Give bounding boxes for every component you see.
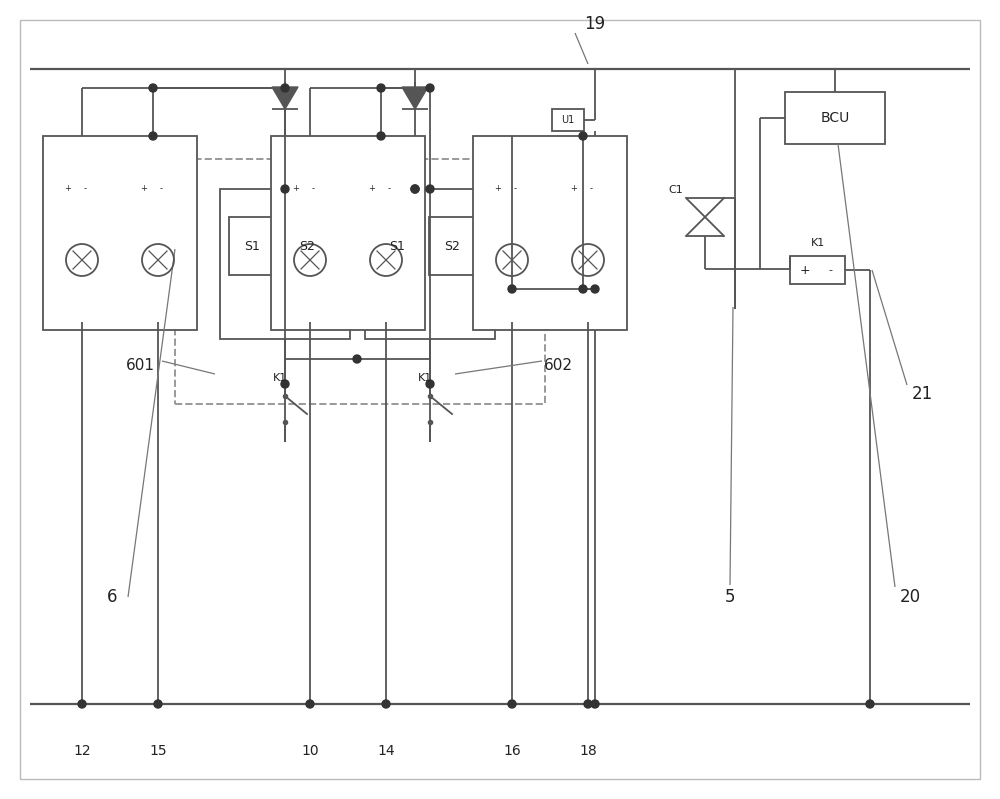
Text: -: -	[312, 184, 315, 193]
Bar	[481, 164, 543, 302]
Circle shape	[281, 380, 289, 388]
Bar	[473, 136, 627, 330]
Bar	[51, 164, 113, 302]
Circle shape	[866, 700, 874, 708]
Circle shape	[411, 185, 419, 193]
Text: S1: S1	[390, 240, 405, 252]
Text: 18: 18	[579, 744, 597, 758]
Polygon shape	[402, 87, 428, 109]
Text: 5: 5	[725, 588, 735, 606]
Bar	[365, 189, 495, 339]
Bar	[175, 159, 545, 404]
Bar	[279, 164, 341, 302]
Text: 10: 10	[301, 744, 319, 758]
Circle shape	[281, 84, 289, 92]
Circle shape	[154, 700, 162, 708]
Text: 21: 21	[911, 385, 933, 403]
Bar	[271, 136, 425, 330]
Circle shape	[382, 700, 390, 708]
Bar	[552, 109, 584, 131]
Text: +: +	[140, 184, 147, 193]
Text: BCU: BCU	[820, 111, 850, 125]
Bar	[284, 217, 331, 275]
Circle shape	[353, 355, 361, 363]
Text: +: +	[494, 184, 501, 193]
Circle shape	[591, 700, 599, 708]
Text: 14: 14	[377, 744, 395, 758]
Text: -: -	[590, 184, 593, 193]
Bar	[567, 170, 610, 207]
Text: -: -	[160, 184, 163, 193]
Bar	[374, 217, 421, 275]
Text: S2: S2	[445, 240, 460, 252]
Text: K1: K1	[810, 238, 825, 248]
Bar	[137, 170, 180, 207]
Text: 601: 601	[126, 357, 154, 372]
Circle shape	[306, 700, 314, 708]
Circle shape	[579, 285, 587, 293]
Text: C1: C1	[668, 185, 683, 195]
Bar	[790, 256, 845, 284]
Bar	[557, 164, 619, 302]
Text: 15: 15	[149, 744, 167, 758]
Circle shape	[591, 285, 599, 293]
Circle shape	[426, 185, 434, 193]
Bar	[355, 164, 417, 302]
Text: +: +	[800, 264, 811, 276]
Bar	[43, 136, 197, 330]
Bar	[127, 164, 189, 302]
Circle shape	[584, 700, 592, 708]
Circle shape	[579, 132, 587, 140]
Text: 19: 19	[584, 15, 606, 33]
Text: +: +	[570, 184, 577, 193]
Text: +: +	[64, 184, 71, 193]
Text: -: -	[388, 184, 391, 193]
Circle shape	[281, 185, 289, 193]
Text: S1: S1	[245, 240, 260, 252]
Text: -: -	[84, 184, 87, 193]
Bar	[61, 170, 104, 207]
Text: K1: K1	[273, 373, 287, 383]
Circle shape	[411, 185, 419, 193]
Circle shape	[149, 132, 157, 140]
Circle shape	[426, 84, 434, 92]
Text: K1: K1	[418, 373, 432, 383]
Circle shape	[377, 132, 385, 140]
Text: +: +	[292, 184, 299, 193]
Text: -: -	[828, 265, 832, 275]
Text: 602: 602	[544, 357, 572, 372]
Bar	[491, 170, 534, 207]
Circle shape	[508, 285, 516, 293]
Bar	[365, 170, 408, 207]
Text: S2: S2	[300, 240, 315, 252]
Bar	[289, 170, 332, 207]
Bar	[229, 217, 276, 275]
Circle shape	[377, 84, 385, 92]
Text: 6: 6	[107, 588, 117, 606]
Bar	[429, 217, 476, 275]
Bar	[220, 189, 350, 339]
Bar	[785, 92, 885, 144]
Circle shape	[78, 700, 86, 708]
Circle shape	[149, 84, 157, 92]
Text: U1: U1	[561, 115, 575, 125]
Circle shape	[426, 380, 434, 388]
Text: 20: 20	[899, 588, 921, 606]
Polygon shape	[272, 87, 298, 109]
Text: 16: 16	[503, 744, 521, 758]
Text: +: +	[368, 184, 375, 193]
Text: -: -	[514, 184, 517, 193]
Circle shape	[508, 700, 516, 708]
Text: 12: 12	[73, 744, 91, 758]
